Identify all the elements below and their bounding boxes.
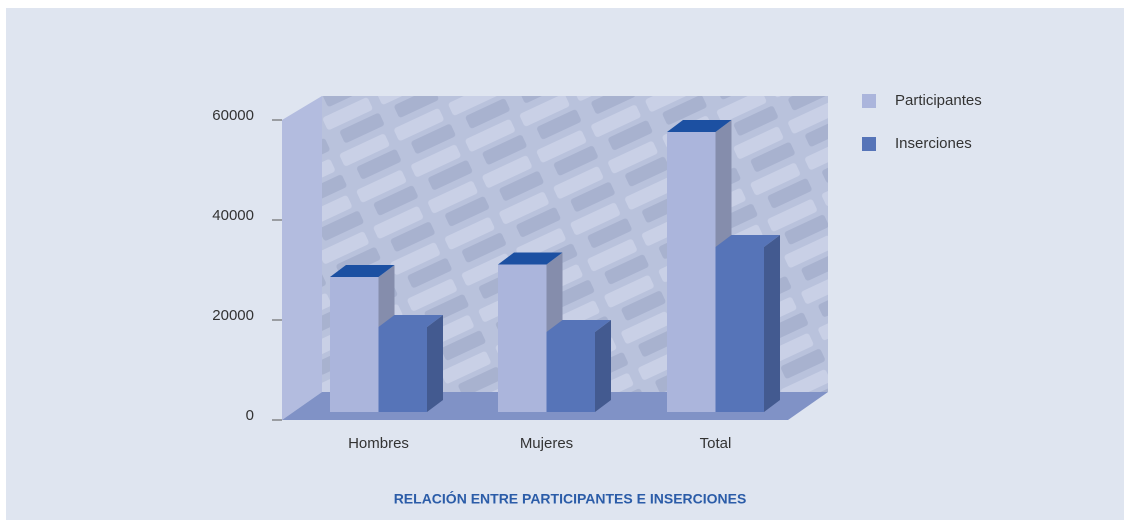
bar-front (498, 265, 547, 413)
bar-front (716, 247, 765, 412)
bar (547, 320, 612, 412)
y-tick-label: 60000 (212, 107, 254, 124)
bar-side (764, 235, 780, 412)
chart-title: RELACIÓN ENTRE PARTICIPANTES E INSERCION… (394, 490, 747, 507)
bar-front (667, 132, 716, 412)
legend-swatch (862, 137, 876, 151)
bar (379, 315, 444, 412)
legend-label: Inserciones (895, 135, 972, 152)
bar-front (379, 327, 428, 412)
x-tick-label: Mujeres (520, 435, 573, 452)
y-tick-label: 20000 (212, 307, 254, 324)
legend-label: Participantes (895, 92, 982, 109)
side-wall (282, 96, 322, 420)
chart: RELACIÓN ENTRE PARTICIPANTES E INSERCION… (0, 0, 1130, 526)
bar-front (330, 277, 379, 412)
x-tick-label: Hombres (348, 435, 409, 452)
bar-front (547, 332, 596, 412)
bar-side (595, 320, 611, 412)
legend-swatch (862, 94, 876, 108)
y-tick-label: 0 (246, 407, 254, 424)
x-tick-label: Total (700, 435, 732, 452)
bar (716, 235, 781, 412)
bar-side (427, 315, 443, 412)
y-tick-label: 40000 (212, 207, 254, 224)
